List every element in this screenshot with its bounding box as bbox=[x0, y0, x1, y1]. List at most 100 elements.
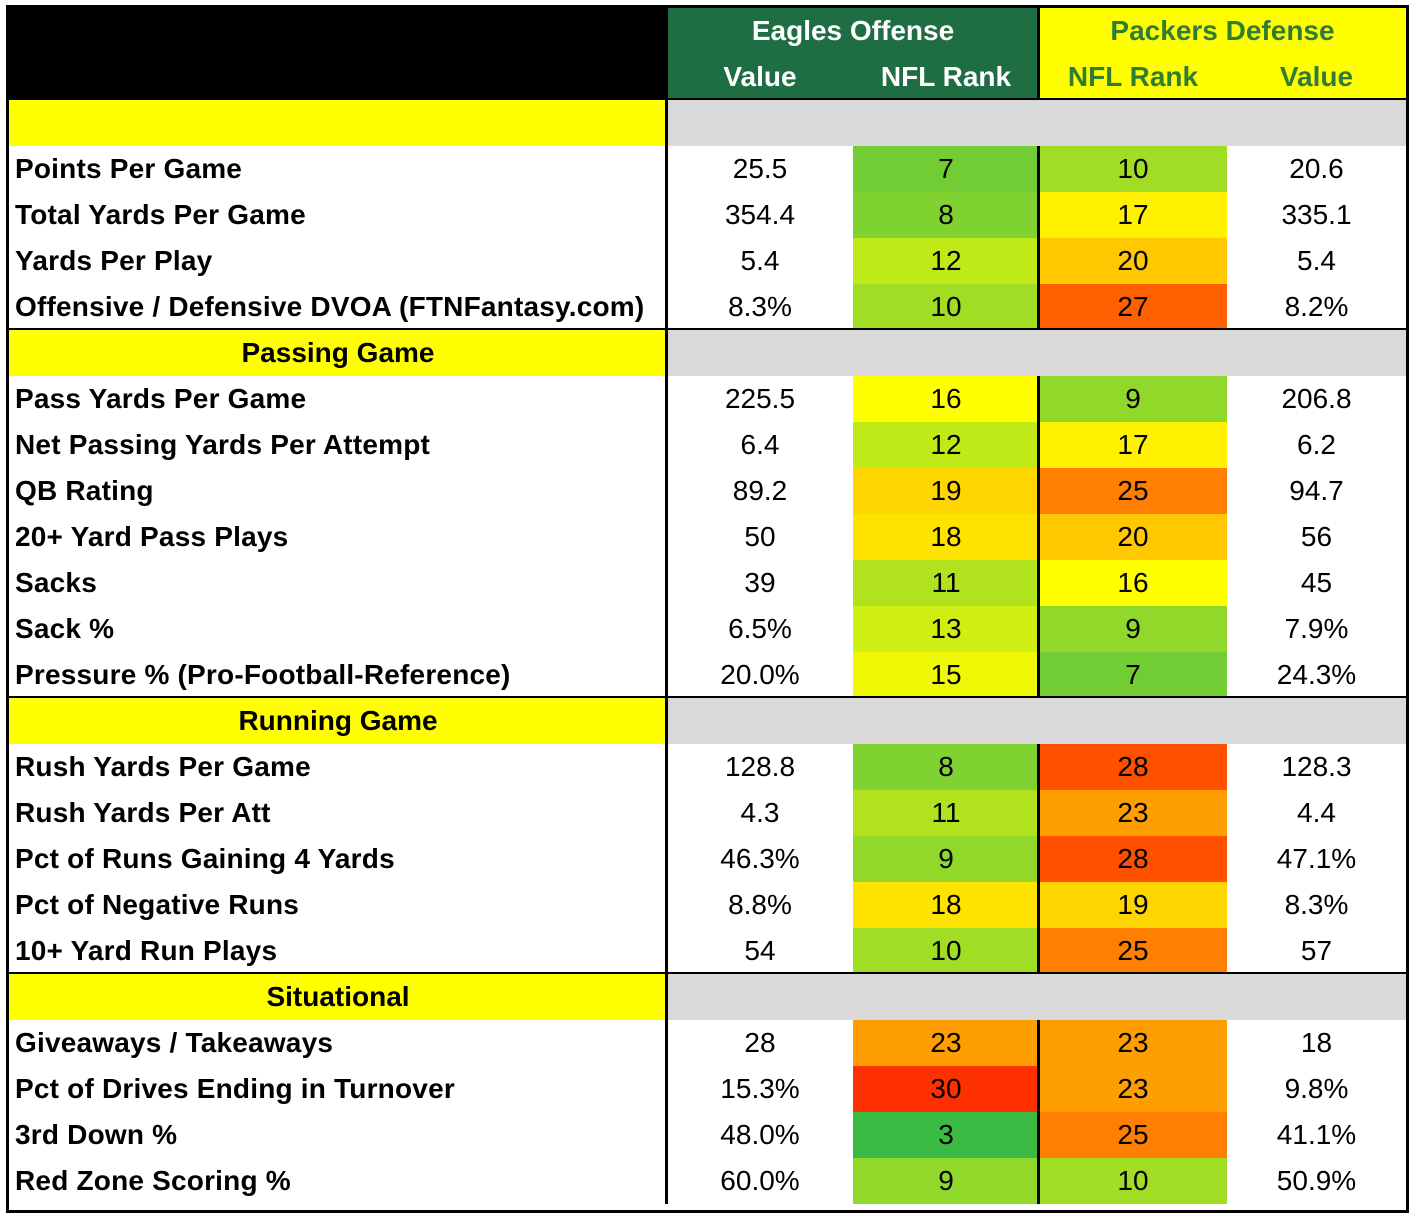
eagles-rank: 7 bbox=[853, 146, 1039, 192]
row-divider bbox=[9, 696, 1406, 699]
eagles-value: 354.4 bbox=[724, 199, 796, 230]
row-divider bbox=[9, 98, 1406, 101]
metric-label: Pct of Negative Runs bbox=[15, 889, 300, 920]
metric-label: Net Passing Yards Per Attempt bbox=[15, 429, 431, 460]
eagles-value: 128.8 bbox=[724, 751, 796, 782]
eagles-rank: 19 bbox=[853, 468, 1039, 514]
packers-value: 20.6 bbox=[1289, 153, 1344, 184]
row-divider bbox=[9, 972, 1406, 975]
eagles-value: 6.4 bbox=[740, 429, 780, 460]
eagles-value: 60.0% bbox=[720, 1165, 800, 1196]
eagles-value: 20.0% bbox=[720, 659, 800, 690]
column-divider bbox=[1037, 1020, 1040, 1204]
metric-label: Red Zone Scoring % bbox=[15, 1165, 291, 1196]
packers-value: 6.2 bbox=[1297, 429, 1336, 460]
packers-rank: 23 bbox=[1039, 790, 1227, 836]
packers-value: 335.1 bbox=[1281, 199, 1352, 230]
eagles-rank: 3 bbox=[853, 1112, 1039, 1158]
packers-rank: 10 bbox=[1039, 1158, 1227, 1204]
metric-label: Yards Per Play bbox=[15, 245, 213, 276]
packers-rank: 19 bbox=[1039, 882, 1227, 928]
packers-rank: 17 bbox=[1039, 192, 1227, 238]
metric-label: Pct of Runs Gaining 4 Yards bbox=[15, 843, 395, 874]
section-band bbox=[667, 698, 1406, 744]
packers-header-title: Packers Defense bbox=[1039, 8, 1406, 54]
eagles-rank: 18 bbox=[853, 882, 1039, 928]
eagles-value-header: Value bbox=[667, 54, 853, 100]
packers-rank: 7 bbox=[1039, 652, 1227, 698]
eagles-rank: 8 bbox=[853, 192, 1039, 238]
packers-rank: 23 bbox=[1039, 1020, 1227, 1066]
eagles-value: 48.0% bbox=[720, 1119, 800, 1150]
eagles-rank-header: NFL Rank bbox=[853, 54, 1039, 100]
packers-rank: 20 bbox=[1039, 238, 1227, 284]
eagles-value: 8.8% bbox=[728, 889, 792, 920]
eagles-rank: 10 bbox=[853, 928, 1039, 974]
section-title: Passing Game bbox=[9, 330, 667, 376]
column-divider bbox=[1037, 8, 1040, 100]
eagles-rank: 9 bbox=[853, 1158, 1039, 1204]
comparison-table: Eagles Offense Value NFL Rank Packers Defen… bbox=[6, 5, 1409, 1213]
section-band bbox=[667, 330, 1406, 376]
packers-rank: 9 bbox=[1039, 376, 1227, 422]
eagles-rank: 8 bbox=[853, 744, 1039, 790]
eagles-rank: 11 bbox=[853, 560, 1039, 606]
column-divider bbox=[665, 330, 668, 698]
packers-rank: 25 bbox=[1039, 468, 1227, 514]
packers-rank: 20 bbox=[1039, 514, 1227, 560]
packers-rank-header: NFL Rank bbox=[1039, 54, 1227, 100]
eagles-rank: 30 bbox=[853, 1066, 1039, 1112]
packers-rank: 23 bbox=[1039, 1066, 1227, 1112]
column-divider bbox=[1037, 146, 1040, 330]
eagles-rank: 12 bbox=[853, 238, 1039, 284]
column-divider bbox=[1037, 376, 1040, 698]
metric-label: Giveaways / Takeaways bbox=[15, 1027, 334, 1058]
section-title: Running Game bbox=[9, 698, 667, 744]
metric-label: Points Per Game bbox=[15, 153, 243, 184]
eagles-value: 39 bbox=[744, 567, 776, 598]
metric-label: 10+ Yard Run Plays bbox=[15, 935, 278, 966]
metric-label: Offensive / Defensive DVOA (FTNFantasy.c… bbox=[15, 291, 645, 322]
eagles-value: 6.5% bbox=[728, 613, 792, 644]
eagles-rank: 18 bbox=[853, 514, 1039, 560]
metric-label: Pct of Drives Ending in Turnover bbox=[15, 1073, 455, 1104]
eagles-value: 28 bbox=[744, 1027, 776, 1058]
column-divider bbox=[665, 100, 668, 330]
section-title bbox=[9, 100, 667, 146]
packers-value: 4.4 bbox=[1297, 797, 1336, 828]
metric-label: 20+ Yard Pass Plays bbox=[15, 521, 289, 552]
eagles-value: 5.4 bbox=[740, 245, 780, 276]
eagles-header-title: Eagles Offense bbox=[667, 8, 1039, 54]
row-divider bbox=[9, 328, 1406, 331]
eagles-value: 225.5 bbox=[724, 383, 796, 414]
section-title: Situational bbox=[9, 974, 667, 1020]
packers-rank: 17 bbox=[1039, 422, 1227, 468]
eagles-value: 54 bbox=[744, 935, 776, 966]
eagles-value: 25.5 bbox=[732, 153, 788, 184]
column-divider bbox=[665, 974, 668, 1204]
eagles-value: 15.3% bbox=[720, 1073, 800, 1104]
packers-value: 45 bbox=[1300, 567, 1333, 598]
packers-rank: 28 bbox=[1039, 744, 1227, 790]
packers-rank: 25 bbox=[1039, 928, 1227, 974]
eagles-rank: 12 bbox=[853, 422, 1039, 468]
section-band bbox=[667, 974, 1406, 1020]
packers-rank: 28 bbox=[1039, 836, 1227, 882]
packers-value: 8.2% bbox=[1284, 291, 1349, 322]
metric-label: 3rd Down % bbox=[15, 1119, 178, 1150]
packers-value: 18 bbox=[1300, 1027, 1333, 1058]
metric-label: Total Yards Per Game bbox=[15, 199, 306, 230]
packers-value: 7.9% bbox=[1284, 613, 1349, 644]
eagles-value: 50 bbox=[744, 521, 776, 552]
packers-value: 9.8% bbox=[1284, 1073, 1349, 1104]
section-band bbox=[667, 100, 1406, 146]
packers-value-header: Value bbox=[1227, 54, 1406, 100]
eagles-value: 8.3% bbox=[728, 291, 792, 322]
packers-value: 41.1% bbox=[1276, 1119, 1357, 1150]
packers-rank: 9 bbox=[1039, 606, 1227, 652]
eagles-rank: 13 bbox=[853, 606, 1039, 652]
eagles-value: 89.2 bbox=[732, 475, 788, 506]
packers-value: 5.4 bbox=[1297, 245, 1336, 276]
eagles-rank: 16 bbox=[853, 376, 1039, 422]
packers-value: 47.1% bbox=[1276, 843, 1357, 874]
